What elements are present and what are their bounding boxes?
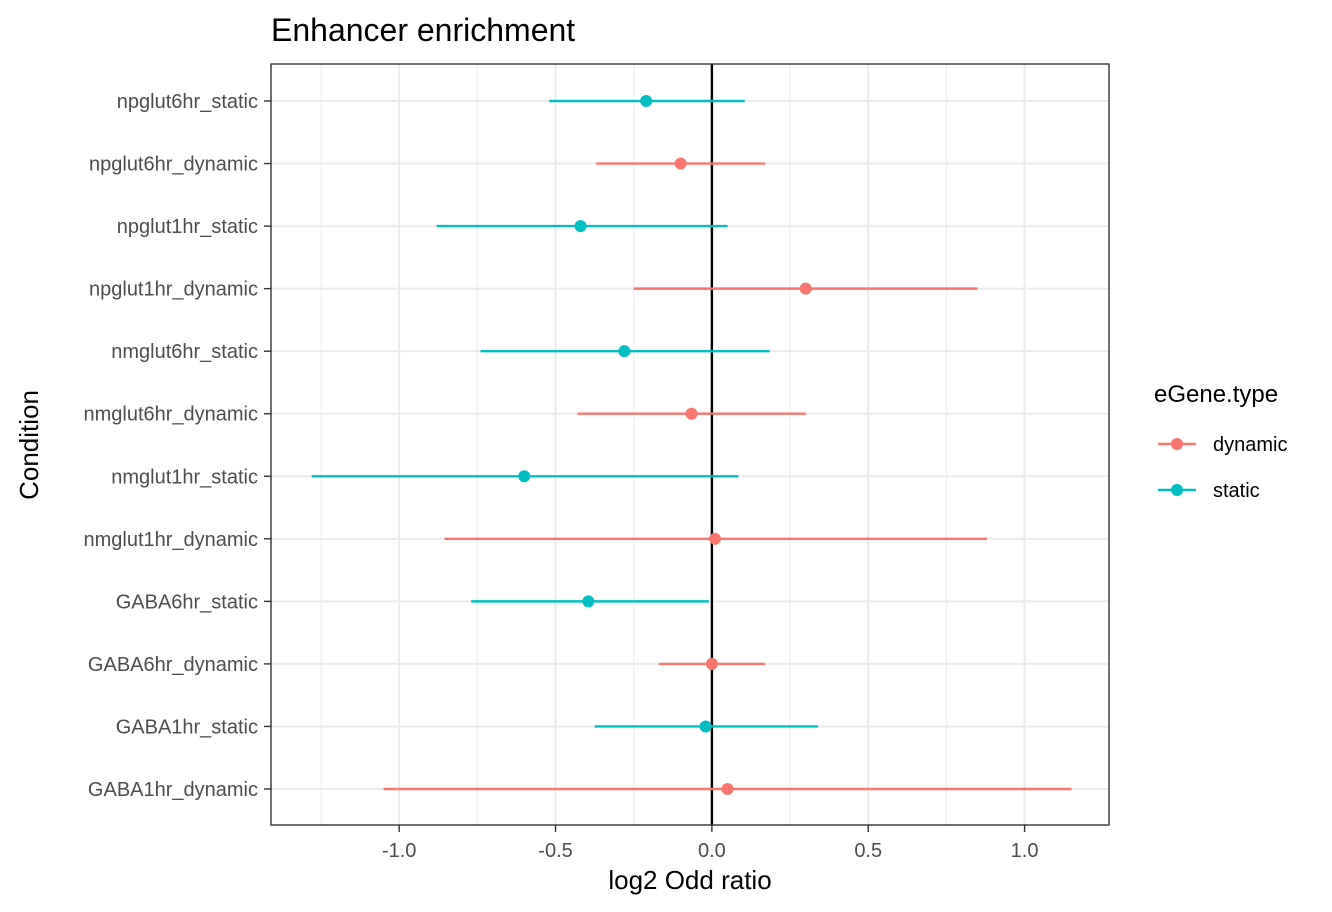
- legend: eGene.type dynamic static: [1154, 381, 1287, 502]
- x-tick-label: 1.0: [1011, 840, 1039, 862]
- panel-border: [270, 63, 1110, 826]
- x-axis: -1.0 -0.5 0.0 0.5 1.0: [382, 825, 1039, 862]
- point-npglut6hr_dynamic: [674, 157, 687, 170]
- y-tick-label: npglut1hr_dynamic: [89, 279, 258, 301]
- y-axis: npglut6hr_static npglut6hr_dynamic npglut1…: [83, 91, 271, 801]
- point-GABA6hr_dynamic: [705, 657, 718, 670]
- point-nmglut6hr_dynamic: [685, 407, 698, 420]
- point-GABA1hr_static: [699, 720, 712, 733]
- y-tick-label: nmglut1hr_dynamic: [83, 529, 258, 551]
- y-tick-label: npglut6hr_static: [117, 91, 258, 113]
- point-nmglut6hr_static: [618, 345, 631, 358]
- y-tick-label: nmglut1hr_static: [111, 466, 258, 488]
- legend-key-point: [1171, 484, 1183, 496]
- y-tick-label: npglut6hr_dynamic: [89, 154, 258, 176]
- point-npglut1hr_dynamic: [799, 282, 812, 295]
- point-npglut1hr_static: [574, 220, 587, 233]
- y-tick-label: GABA6hr_dynamic: [88, 654, 258, 676]
- y-axis-title: Condition: [14, 390, 44, 500]
- point-GABA1hr_dynamic: [721, 783, 734, 795]
- y-tick-label: GABA1hr_static: [116, 716, 258, 738]
- legend-title: eGene.type: [1154, 381, 1278, 408]
- panel-background: [271, 64, 1109, 825]
- point-nmglut1hr_static: [518, 470, 531, 483]
- x-tick-label: -1.0: [382, 840, 416, 862]
- y-tick-label: GABA6hr_static: [116, 591, 258, 613]
- grid-lines: [271, 64, 1109, 825]
- point-npglut6hr_static: [640, 95, 653, 107]
- point-GABA6hr_static: [582, 595, 595, 608]
- y-tick-label: nmglut6hr_dynamic: [83, 404, 258, 426]
- x-axis-title: log2 Odd ratio: [608, 865, 771, 895]
- x-tick-label: -0.5: [538, 840, 572, 862]
- legend-key-point: [1171, 438, 1183, 450]
- legend-label: static: [1213, 480, 1260, 502]
- x-tick-label: 0.0: [698, 840, 726, 862]
- y-tick-label: GABA1hr_dynamic: [88, 779, 258, 801]
- x-tick-label: 0.5: [854, 840, 882, 862]
- y-tick-label: npglut1hr_static: [117, 216, 258, 238]
- data-marks: [311, 95, 1072, 795]
- chart-title: Enhancer enrichment: [271, 12, 575, 48]
- point-nmglut1hr_dynamic: [709, 532, 722, 545]
- y-tick-label: nmglut6hr_static: [111, 341, 258, 363]
- legend-label: dynamic: [1213, 434, 1287, 456]
